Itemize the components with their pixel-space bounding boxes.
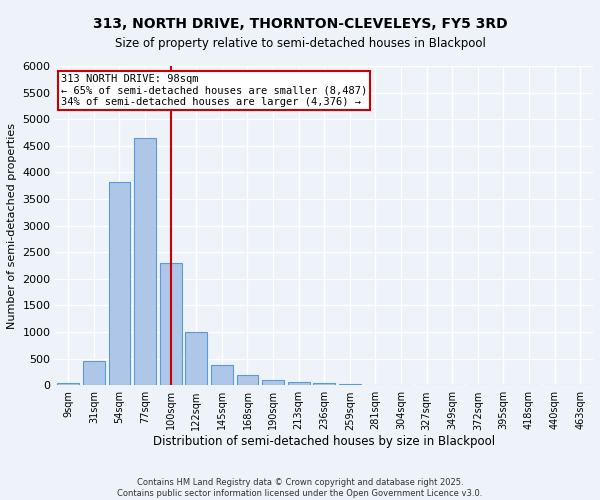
- Text: 313 NORTH DRIVE: 98sqm
← 65% of semi-detached houses are smaller (8,487)
34% of : 313 NORTH DRIVE: 98sqm ← 65% of semi-det…: [61, 74, 367, 107]
- Bar: [262, 380, 284, 386]
- Bar: [185, 332, 207, 386]
- Bar: [83, 362, 105, 386]
- Bar: [160, 264, 182, 386]
- Bar: [339, 384, 361, 386]
- Bar: [109, 182, 130, 386]
- Bar: [58, 382, 79, 386]
- Text: 313, NORTH DRIVE, THORNTON-CLEVELEYS, FY5 3RD: 313, NORTH DRIVE, THORNTON-CLEVELEYS, FY…: [92, 18, 508, 32]
- Bar: [236, 375, 259, 386]
- Y-axis label: Number of semi-detached properties: Number of semi-detached properties: [7, 122, 17, 328]
- Text: Contains HM Land Registry data © Crown copyright and database right 2025.
Contai: Contains HM Land Registry data © Crown c…: [118, 478, 482, 498]
- Bar: [313, 384, 335, 386]
- Text: Size of property relative to semi-detached houses in Blackpool: Size of property relative to semi-detach…: [115, 38, 485, 51]
- Bar: [288, 382, 310, 386]
- Bar: [211, 364, 233, 386]
- Bar: [134, 138, 156, 386]
- X-axis label: Distribution of semi-detached houses by size in Blackpool: Distribution of semi-detached houses by …: [153, 435, 496, 448]
